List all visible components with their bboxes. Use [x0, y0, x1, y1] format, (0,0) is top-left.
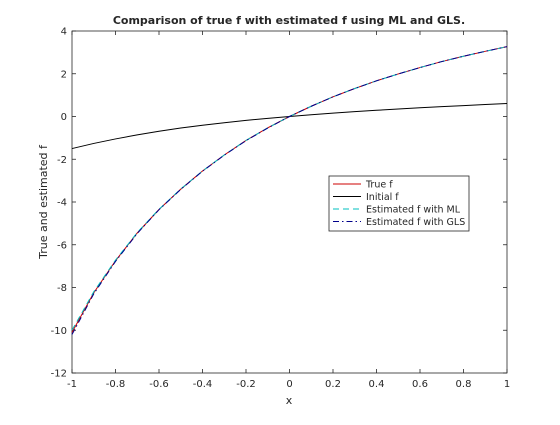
y-tick-label: -4 — [57, 198, 67, 209]
y-tick-label: 0 — [61, 112, 67, 123]
y-tick-label: -8 — [57, 283, 67, 294]
y-tick-label: -12 — [51, 369, 67, 380]
legend-entry: True f — [365, 180, 393, 191]
x-tick-label: 1 — [504, 379, 510, 390]
y-tick-label: 4 — [61, 27, 67, 38]
x-tick-label: -1 — [67, 379, 77, 390]
y-tick-label: -2 — [57, 155, 67, 166]
x-tick-label: 0.8 — [456, 379, 472, 390]
legend-entry: Initial f — [366, 192, 399, 203]
y-tick-label: -6 — [57, 240, 67, 251]
legend-entry: Estimated f with GLS — [366, 217, 465, 228]
chart-title: Comparison of true f with estimated f us… — [113, 14, 465, 27]
y-tick-label: -10 — [51, 326, 67, 337]
x-tick-label: -0.4 — [193, 379, 213, 390]
x-axis-label: x — [286, 394, 293, 407]
y-axis-label: True and estimated f — [37, 144, 50, 260]
x-tick-label: 0.2 — [325, 379, 341, 390]
x-tick-label: 0 — [286, 379, 292, 390]
series-line-estimated-f-with-gls — [71, 46, 508, 335]
y-tick-label: 2 — [61, 69, 67, 80]
legend-entry: Estimated f with ML — [366, 205, 461, 216]
x-tick-label: -0.6 — [149, 379, 169, 390]
x-tick-label: 0.6 — [412, 379, 428, 390]
x-tick-label: -0.8 — [106, 379, 126, 390]
x-tick-label: -0.2 — [236, 379, 256, 390]
x-tick-label: 0.4 — [369, 379, 385, 390]
